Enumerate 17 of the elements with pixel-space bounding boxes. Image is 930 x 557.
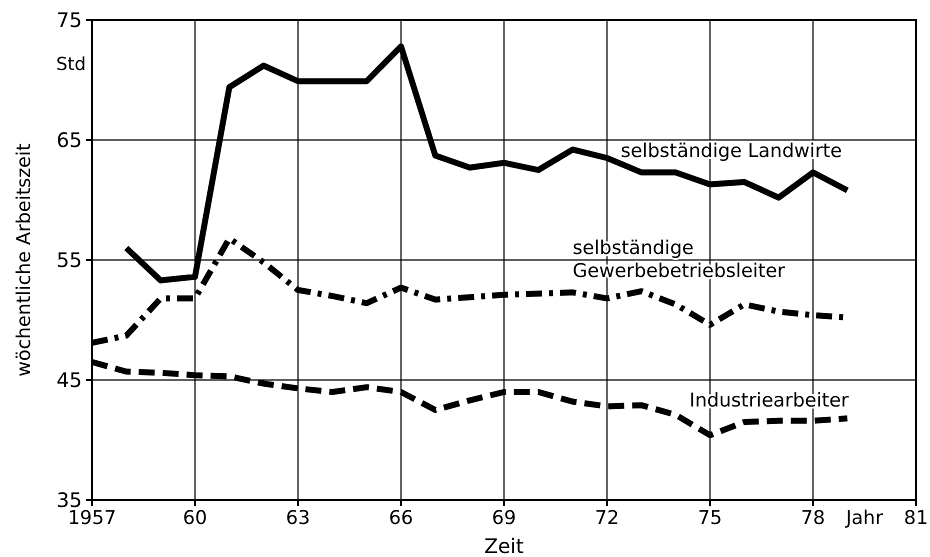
x-tick-label: 69 bbox=[492, 507, 516, 529]
y-tick-label: 65 bbox=[56, 128, 82, 152]
text: Jahr bbox=[844, 507, 884, 529]
x-tick-label: 78 bbox=[800, 507, 826, 529]
x-tick-label: 66 bbox=[388, 507, 414, 529]
text: Std bbox=[56, 54, 86, 75]
x-axis-title: Zeit bbox=[484, 534, 524, 557]
y-tick-label: 55 bbox=[56, 248, 82, 272]
x-tick-label: 60 bbox=[182, 507, 208, 529]
x-tick-label: 63 bbox=[286, 507, 310, 529]
x-tick-label: 81 bbox=[904, 507, 928, 529]
y-axis-title: wöchentliche Arbeitszeit bbox=[13, 143, 35, 377]
y-tick-label: 45 bbox=[56, 368, 82, 392]
y-tick-label: 75 bbox=[56, 8, 82, 32]
x-tick-label: 72 bbox=[594, 507, 620, 529]
x-tick-label: 1957 bbox=[68, 507, 116, 529]
x-tick-label: 75 bbox=[698, 507, 722, 529]
